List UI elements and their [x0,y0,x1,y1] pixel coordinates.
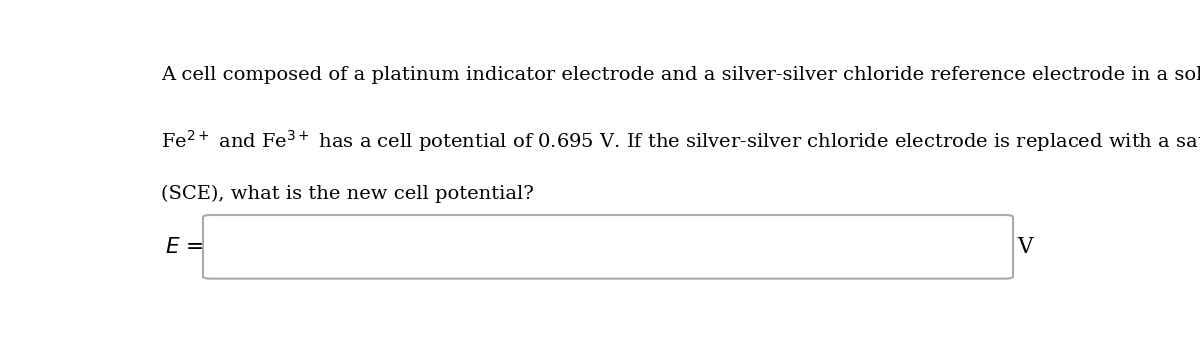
Text: Fe$^{2+}$ and Fe$^{3+}$ has a cell potential of 0.695 V. If the silver-silver ch: Fe$^{2+}$ and Fe$^{3+}$ has a cell poten… [161,128,1200,154]
Text: V: V [1016,236,1032,258]
Text: (SCE), what is the new cell potential?: (SCE), what is the new cell potential? [161,185,534,203]
FancyBboxPatch shape [203,215,1013,279]
Text: $E$ =: $E$ = [164,236,203,258]
Text: A cell composed of a platinum indicator electrode and a silver-silver chloride r: A cell composed of a platinum indicator … [161,66,1200,84]
